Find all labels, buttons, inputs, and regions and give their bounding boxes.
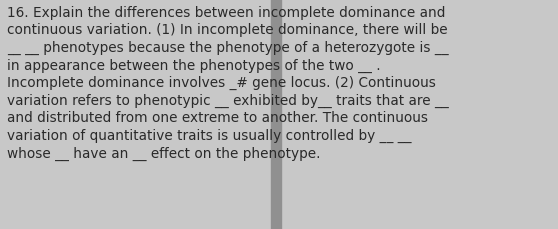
Bar (271, 0, 281, 229)
Text: 16. Explain the differences between incomplete dominance and
continuous variatio: 16. Explain the differences between inco… (7, 6, 449, 160)
